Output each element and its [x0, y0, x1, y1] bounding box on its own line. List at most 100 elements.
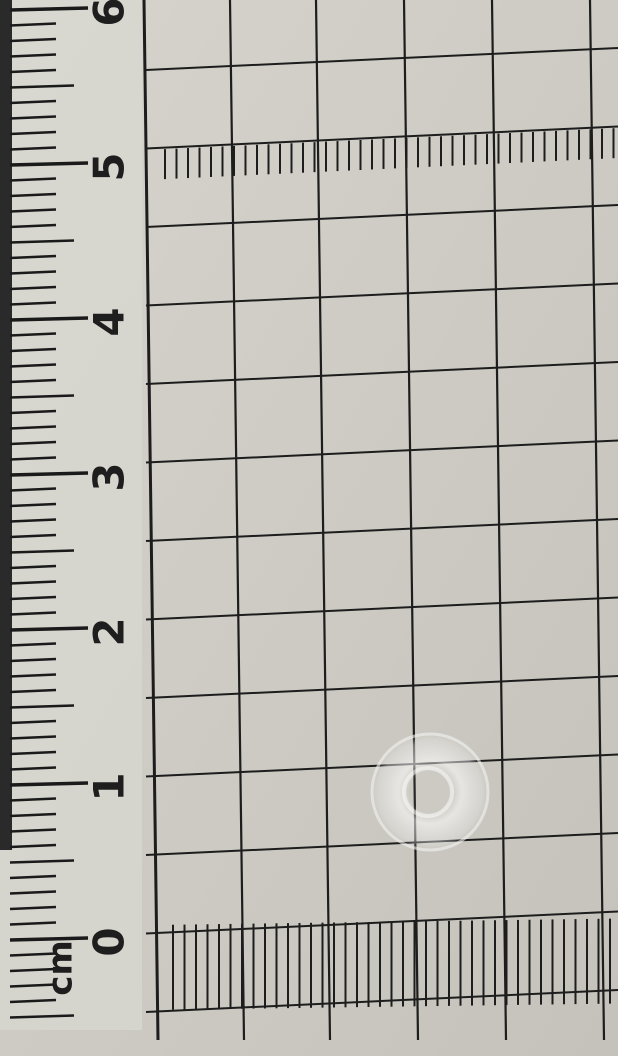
- ruler-tick: [9, 487, 57, 492]
- grid-h: [145, 47, 618, 71]
- ruler-number: 0: [85, 927, 134, 956]
- ruler-tick: [9, 208, 57, 213]
- ruler-tick: [9, 254, 57, 260]
- grid-v: [142, 0, 160, 1041]
- ruler-tick: [9, 967, 57, 973]
- ruler-tick: [9, 84, 75, 89]
- ruler-tick: [9, 719, 57, 725]
- ruler-tick: [9, 115, 57, 120]
- ruler-tick: [9, 549, 75, 554]
- ruler-tick: [9, 68, 57, 74]
- ruler-tick: [9, 146, 57, 151]
- ruler-tick: [9, 53, 57, 58]
- ruler-tick: [9, 642, 57, 647]
- ruler-tick: [9, 812, 57, 818]
- ruler-tick: [9, 998, 57, 1004]
- ruler-tick: [9, 1014, 75, 1019]
- ruler-tick: [9, 657, 57, 663]
- grid-h: [145, 282, 618, 307]
- ruler-tick: [9, 843, 57, 849]
- ruler-tick: [9, 316, 89, 322]
- grid-v: [228, 0, 246, 1041]
- grid-v: [402, 0, 420, 1041]
- ruler-tick: [9, 580, 57, 585]
- ruler-number: 3: [85, 462, 134, 491]
- ruler-number: 6: [85, 0, 134, 27]
- unit-label: cm: [41, 940, 81, 996]
- ruler-tick: [9, 688, 57, 694]
- ruler-tick: [9, 533, 57, 539]
- grid-h: [145, 989, 618, 1013]
- grid-h: [145, 361, 618, 385]
- ruler-tick: [9, 440, 57, 446]
- ruler-tick: [9, 363, 57, 368]
- ruler-tick: [9, 921, 57, 926]
- ruler-tick: [9, 409, 57, 415]
- ruler-tick: [9, 750, 57, 756]
- ruler-labels: 0 1 2 3 4 5 6: [85, 0, 134, 957]
- ruler-tick: [9, 394, 75, 399]
- grid-h: [145, 675, 618, 699]
- grid-h: [145, 518, 618, 542]
- ruler-number: 5: [85, 152, 134, 181]
- ruler-tick: [9, 456, 57, 461]
- ruler-tick: [9, 735, 57, 740]
- ruler-edge: [0, 0, 12, 850]
- ruler-tick: [9, 223, 57, 229]
- ruler-tick: [9, 874, 57, 880]
- grid-v: [490, 0, 508, 1041]
- ruler-tick: [9, 37, 57, 43]
- ruler-tick: [9, 425, 57, 430]
- ruler-tick: [9, 828, 57, 833]
- ruler-tick: [9, 518, 57, 523]
- grid-h: [145, 125, 618, 150]
- ruler-tick: [9, 611, 57, 616]
- ruler-tick: [9, 347, 57, 353]
- ruler-tick: [9, 890, 57, 895]
- ruler-body: [0, 0, 142, 1030]
- ruler-tick: [9, 192, 57, 198]
- ruler-number: 1: [85, 772, 134, 801]
- ruler-tick: [9, 781, 89, 787]
- ruler-tick: [9, 673, 57, 678]
- grid-h: [145, 832, 618, 856]
- ruler-tick: [9, 471, 89, 477]
- ruler-tick: [9, 626, 89, 632]
- ruler-tick: [9, 177, 57, 182]
- ruler-tick: [9, 130, 57, 136]
- ruler-tick: [9, 6, 89, 12]
- ruler-tick: [9, 270, 57, 275]
- ruler-tick: [9, 564, 57, 570]
- ruler-ticks: [9, 6, 89, 1019]
- grid: [142, 0, 618, 1041]
- ring-hole: [402, 766, 454, 818]
- ruler-number: 4: [85, 307, 134, 336]
- ruler-tick: [9, 22, 57, 27]
- ruler-tick: [9, 332, 57, 337]
- grid-h: [145, 439, 618, 464]
- ruler-tick: [9, 285, 57, 291]
- grid-h: [145, 204, 618, 228]
- ruler-tick: [9, 301, 57, 306]
- ruler-tick: [9, 99, 57, 105]
- ruler-tick: [9, 797, 57, 802]
- ruler-tick: [9, 502, 57, 508]
- ruler-tick: [9, 905, 57, 911]
- ruler-tick: [9, 161, 89, 167]
- plastic-ring: [370, 732, 490, 852]
- grid-h: [145, 596, 618, 621]
- ruler-tick: [9, 378, 57, 384]
- ruler-tick: [9, 239, 75, 244]
- grid-h: [145, 910, 618, 935]
- ruler-tick: [9, 952, 57, 957]
- ruler-tick: [9, 983, 57, 988]
- ruler-tick: [9, 859, 75, 864]
- ruler-tick: [9, 704, 75, 709]
- grid-v: [314, 0, 332, 1041]
- ruler-number: 2: [85, 617, 134, 646]
- ruler-tick: [9, 936, 89, 942]
- ruler-tick: [9, 595, 57, 601]
- ruler-tick: [9, 766, 57, 771]
